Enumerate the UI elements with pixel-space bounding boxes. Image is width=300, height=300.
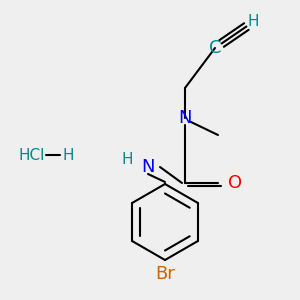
- Text: O: O: [228, 174, 242, 192]
- Text: C: C: [209, 39, 221, 57]
- Text: H: H: [62, 148, 74, 163]
- Text: Br: Br: [155, 265, 175, 283]
- Text: H: H: [247, 14, 259, 29]
- Text: N: N: [178, 109, 192, 127]
- Text: H: H: [121, 152, 133, 167]
- Text: N: N: [141, 158, 155, 176]
- Text: HCl: HCl: [19, 148, 45, 163]
